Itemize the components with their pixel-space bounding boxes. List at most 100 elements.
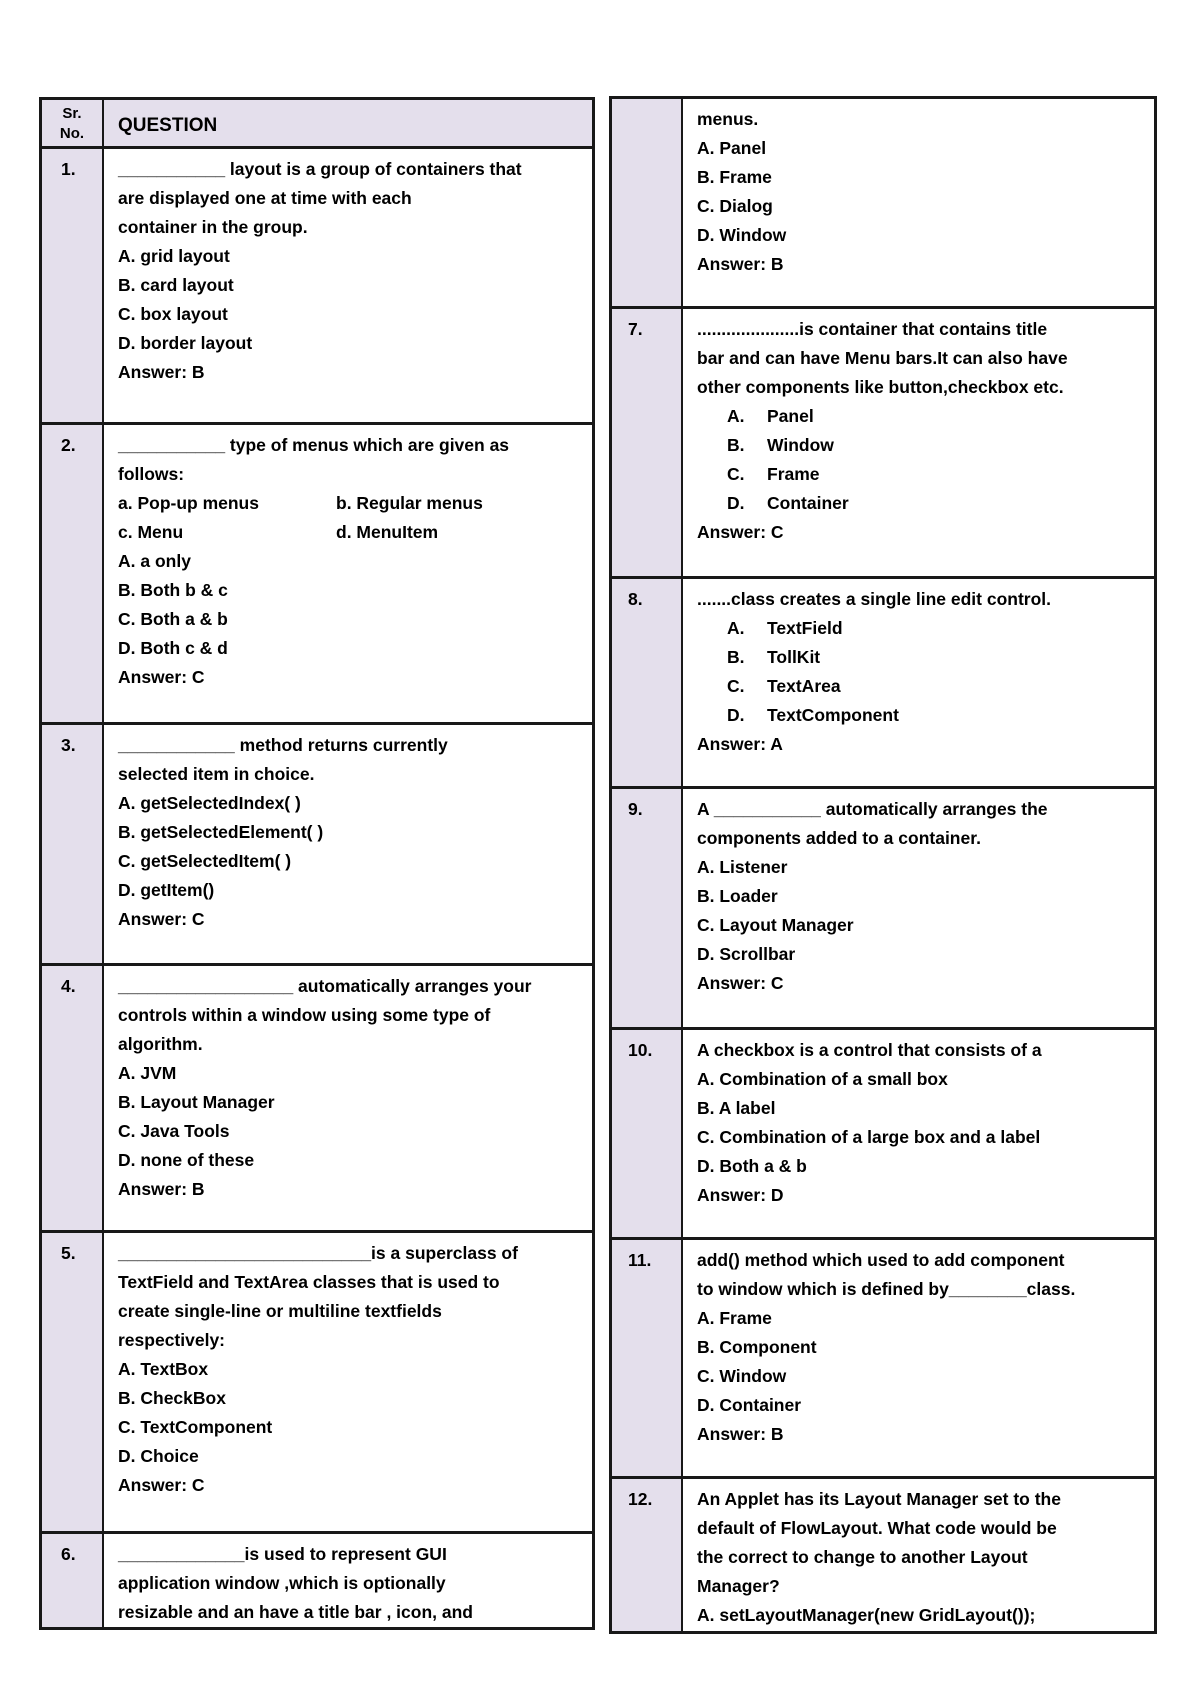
row-number-cell: 3. — [42, 725, 104, 963]
table-row: 12. An Applet has its Layout Manager set… — [612, 1476, 1154, 1631]
table-header-row: Sr. No. QUESTION — [42, 100, 592, 146]
question-line: follows: — [118, 464, 185, 484]
row-number-cell: 7. — [612, 309, 683, 576]
question-line: Answer: B — [118, 1179, 205, 1199]
table-row: 7. .....................is container tha… — [612, 306, 1154, 576]
option-text: TextField — [767, 618, 843, 638]
question-cell: A checkbox is a control that consists of… — [683, 1030, 1154, 1237]
question-line: A ___________ automatically arranges the — [697, 799, 1048, 819]
question-line: .....................is container that c… — [697, 319, 1048, 339]
question-line: ___________ type of menus which are give… — [118, 435, 510, 455]
question-line: A. Panel — [697, 138, 767, 158]
table-row: 8. .......class creates a single line ed… — [612, 576, 1154, 786]
question-cell: An Applet has its Layout Manager set to … — [683, 1479, 1154, 1631]
option-letter: D. — [727, 493, 745, 513]
question-line: Answer: C — [697, 522, 784, 542]
question-line: application window ,which is optionally — [118, 1573, 446, 1593]
table-row: menus. A. Panel B. Frame C. Dialog D. Window… — [612, 99, 1154, 306]
question-line: c. Menu d. MenuItem — [118, 518, 584, 547]
question-line: container in the group. — [118, 217, 308, 237]
question-line: the correct to change to another Layout — [697, 1547, 1028, 1567]
question-line: other components like button,checkbox et… — [697, 377, 1064, 397]
option-text: Frame — [767, 464, 820, 484]
question-line: resizable and an have a title bar , icon… — [118, 1602, 473, 1622]
row-number-cell: 4. — [42, 966, 104, 1230]
option-letter: C. — [727, 676, 745, 696]
question-line: are displayed one at time with each — [118, 188, 412, 208]
row-number-cell: 5. — [42, 1233, 104, 1531]
question-line: _____________is used to represent GUI — [118, 1544, 447, 1564]
question-line: A. grid layout — [118, 246, 230, 266]
question-line: A. Listener — [697, 857, 788, 877]
question-line: B. Both b & c — [118, 580, 228, 600]
question-line: D. TextComponent — [697, 701, 1146, 730]
question-line: B. Loader — [697, 886, 778, 906]
question-line: B. Window — [697, 431, 1146, 460]
question-line: D. getItem() — [118, 880, 215, 900]
question-line: Answer: C — [118, 909, 205, 929]
question-line: to window which is defined by________cla… — [697, 1279, 1076, 1299]
question-cell: add() method which used to add component… — [683, 1240, 1154, 1476]
question-line: C. Java Tools — [118, 1121, 230, 1141]
question-line: C. Frame — [697, 460, 1146, 489]
question-cell: menus. A. Panel B. Frame C. Dialog D. Window… — [683, 99, 1154, 306]
row-number-cell: 8. — [612, 579, 683, 786]
question-line: menus. — [697, 109, 759, 129]
question-line: An Applet has its Layout Manager set to … — [697, 1489, 1061, 1509]
question-table-left: Sr. No. QUESTION 1. ___________ layout i… — [39, 97, 595, 1630]
table-row: 9. A ___________ automatically arranges … — [612, 786, 1154, 1027]
question-line: respectively: — [118, 1330, 226, 1350]
question-line: C. TextComponent — [118, 1417, 273, 1437]
question-line: a. Pop-up menus b. Regular menus — [118, 489, 584, 518]
question-line: TextField and TextArea classes that is u… — [118, 1272, 500, 1292]
question-line: selected item in choice. — [118, 764, 315, 784]
table-row: 5. __________________________is a superc… — [42, 1230, 592, 1531]
question-line: C. box layout — [118, 304, 228, 324]
question-cell: ___________ type of menus which are give… — [104, 425, 592, 722]
question-header-label: QUESTION — [118, 115, 218, 136]
question-line: algorithm. — [118, 1034, 203, 1054]
question-line: B. Frame — [697, 167, 772, 187]
question-line: __________________ automatically arrange… — [118, 976, 532, 996]
question-cell: ___________ layout is a group of contain… — [104, 149, 592, 422]
question-line: Answer: C — [118, 1475, 205, 1495]
row-number-cell: 6. — [42, 1534, 104, 1627]
option-text: Container — [767, 493, 849, 513]
table-row: 10. A checkbox is a control that consist… — [612, 1027, 1154, 1237]
question-line: Answer: B — [697, 1424, 784, 1444]
option-text: Window — [767, 435, 834, 455]
question-line: B. TollKit — [697, 643, 1146, 672]
question-line: Answer: B — [118, 362, 205, 382]
table-row: 2. ___________ type of menus which are g… — [42, 422, 592, 722]
question-line: A. TextField — [697, 614, 1146, 643]
question-line: C. Both a & b — [118, 609, 228, 629]
question-line: A. Frame — [697, 1308, 772, 1328]
sr-no-header-cell: Sr. No. — [42, 100, 104, 146]
question-line: B. card layout — [118, 275, 234, 295]
question-line: D. Container — [697, 1395, 802, 1415]
question-cell: __________________________is a superclas… — [104, 1233, 592, 1531]
question-line: Answer: D — [697, 1185, 784, 1205]
question-line: .......class creates a single line edit … — [697, 589, 1052, 609]
row-number-cell: 12. — [612, 1479, 683, 1631]
question-line: C. getSelectedItem( ) — [118, 851, 292, 871]
question-line: Answer: A — [697, 734, 783, 754]
option-letter: A. — [727, 618, 745, 638]
option-column-text: c. Menu — [118, 522, 184, 542]
question-line: bar and can have Menu bars.It can also h… — [697, 348, 1068, 368]
table-row: 6. _____________is used to represent GUI… — [42, 1531, 592, 1627]
question-cell: A ___________ automatically arranges the… — [683, 789, 1154, 1027]
question-line: C. Layout Manager — [697, 915, 854, 935]
question-line: C. Combination of a large box and a labe… — [697, 1127, 1041, 1147]
question-line: controls within a window using some type… — [118, 1005, 491, 1025]
question-line: D. Choice — [118, 1446, 199, 1466]
question-line: add() method which used to add component — [697, 1250, 1065, 1270]
question-line: A. Combination of a small box — [697, 1069, 948, 1089]
question-line: __________________________is a superclas… — [118, 1243, 518, 1263]
question-line: Answer: C — [697, 973, 784, 993]
option-letter: B. — [727, 435, 745, 455]
row-number-cell: 1. — [42, 149, 104, 422]
question-line: ___________ layout is a group of contain… — [118, 159, 522, 179]
question-cell: __________________ automatically arrange… — [104, 966, 592, 1230]
